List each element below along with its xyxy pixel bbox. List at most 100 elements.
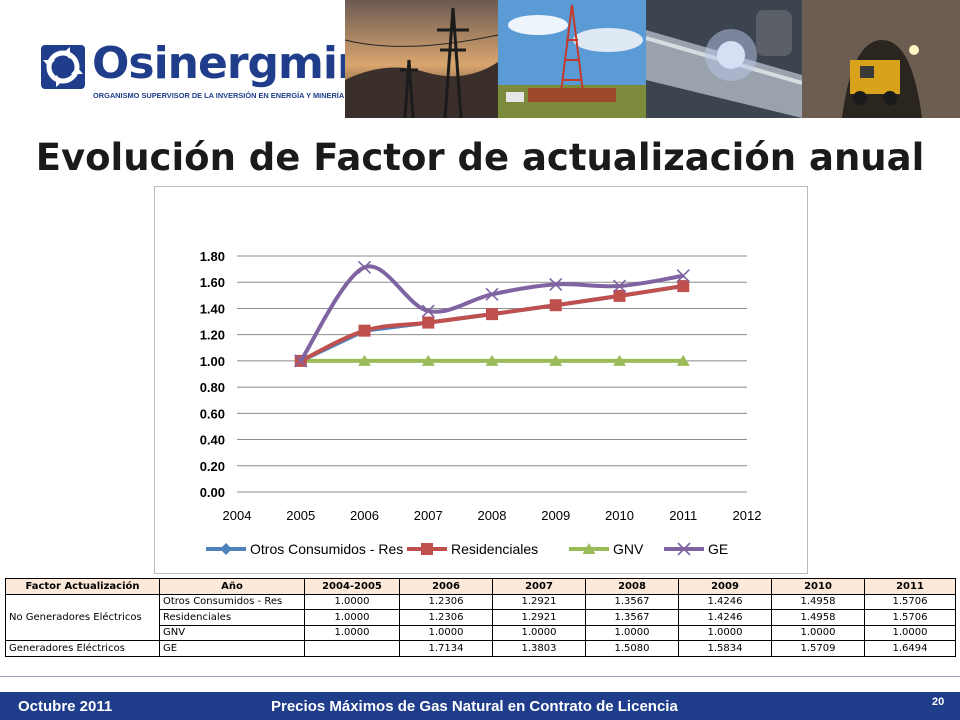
- table-cell: 1.3567: [585, 609, 679, 626]
- table-cell: 1.0000: [585, 624, 679, 641]
- table-cell: [304, 640, 400, 657]
- row-name: Residenciales: [159, 609, 305, 626]
- table-cell: 1.2921: [492, 609, 586, 626]
- legend-label: GNV: [613, 541, 644, 557]
- chart-grid: [237, 255, 747, 493]
- table-cell: 1.4246: [678, 609, 772, 626]
- table-cell: 1.4246: [678, 593, 772, 610]
- chart-legend: Otros Consumidos - Res Residenciales GNV GE: [206, 541, 728, 557]
- table-header: Año: [159, 578, 305, 595]
- table-header: 2009: [678, 578, 772, 595]
- table-row: No Generadores Eléctricos Otros Consumid…: [5, 593, 956, 641]
- y-tick-label: 0.20: [200, 459, 225, 474]
- footer-bar: Octubre 2011 Precios Máximos de Gas Natu…: [0, 692, 960, 720]
- legend-label: GE: [708, 541, 728, 557]
- footer-description: Precios Máximos de Gas Natural en Contra…: [271, 698, 678, 715]
- y-tick-label: 1.20: [200, 328, 225, 343]
- table-cell: 1.5706: [864, 609, 956, 626]
- series-gnv: [294, 354, 690, 366]
- legend-item: GE: [664, 541, 728, 557]
- x-axis-ticks: 2004 2005 2006 2007 2008 2009 2010 2011 2012: [223, 508, 762, 523]
- series-ge: [294, 260, 690, 368]
- data-point: [421, 354, 435, 366]
- legend-item: Otros Consumidos - Res: [206, 541, 403, 557]
- table-cell: 1.0000: [304, 624, 400, 641]
- x-tick-label: 2008: [478, 508, 507, 523]
- table-header: 2008: [585, 578, 679, 595]
- data-point: [358, 354, 371, 366]
- data-point: [358, 324, 371, 337]
- logo: Osinergmin ORGANISMO SUPERVISOR DE LA IN…: [0, 0, 368, 118]
- table-header: 2004-2005: [304, 578, 400, 595]
- data-point: [612, 279, 627, 293]
- data-point: [549, 277, 563, 291]
- logo-name: Osinergmin: [92, 38, 368, 89]
- line-chart: 0.00 0.20 0.40 0.60 0.80 1.00 1.20 1.40 1.60 1.80…: [200, 249, 762, 557]
- data-point: [294, 354, 308, 368]
- x-tick-label: 2009: [541, 508, 570, 523]
- osinergmin-logo-icon: [41, 45, 85, 89]
- row-name: GNV: [159, 624, 305, 641]
- footer-date: Octubre 2011: [18, 698, 113, 715]
- table-cell: 1.4958: [771, 593, 865, 610]
- table-cell: 1.0000: [399, 624, 493, 641]
- mining-tunnel-photo: [802, 0, 960, 118]
- table-cell: 1.0000: [864, 624, 956, 641]
- data-point: [486, 308, 498, 321]
- data-point: [422, 316, 435, 329]
- y-tick-label: 1.00: [200, 354, 225, 369]
- data-point: [549, 299, 562, 312]
- table-row: Generadores Eléctricos GE 1.7134 1.3803 …: [5, 640, 956, 657]
- y-tick-label: 1.80: [200, 249, 225, 264]
- table-row: Residenciales 1.0000 1.2306 1.2921 1.356…: [6, 609, 956, 626]
- table-header: 2011: [864, 578, 956, 595]
- slide-title: Evolución de Factor de actualización anu…: [35, 136, 925, 179]
- table-cell: 1.2306: [399, 609, 493, 626]
- table-header: 2006: [399, 578, 493, 595]
- row-name: Otros Consumidos - Res: [159, 593, 305, 610]
- y-tick-label: 1.60: [200, 275, 225, 290]
- data-point: [421, 304, 435, 318]
- legend-item: GNV: [569, 541, 644, 557]
- series-line: [299, 284, 684, 363]
- drilling-rig-photo: [498, 0, 646, 118]
- table-header: 2010: [771, 578, 865, 595]
- table-cell: 1.5706: [864, 593, 956, 610]
- table-header: 2007: [492, 578, 586, 595]
- table-header-row: Factor Actualización Año 2004-2005 2006 …: [5, 578, 956, 595]
- factor-table: Factor Actualización Año 2004-2005 2006 …: [5, 578, 956, 657]
- table-cell: 1.0000: [678, 624, 772, 641]
- table-cell: 1.3803: [492, 640, 586, 657]
- x-tick-label: 2012: [733, 508, 762, 523]
- logo-subtitle: ORGANISMO SUPERVISOR DE LA INVERSIÓN EN …: [93, 91, 345, 100]
- table-cell: 1.6494: [864, 640, 956, 657]
- data-point: [676, 269, 690, 283]
- legend-marker: [582, 543, 596, 554]
- table-cell: 1.2306: [399, 593, 493, 610]
- y-tick-label: 0.60: [200, 406, 225, 421]
- table-cell: 1.5834: [678, 640, 772, 657]
- x-tick-label: 2010: [605, 508, 634, 523]
- group-label: No Generadores Eléctricos: [5, 593, 160, 641]
- data-point: [549, 354, 563, 366]
- table-cell: 1.7134: [399, 640, 493, 657]
- y-tick-label: 0.80: [200, 380, 225, 395]
- footer-divider: [0, 676, 960, 677]
- data-point: [357, 260, 372, 274]
- power-towers-photo: [345, 0, 498, 118]
- legend-label: Residenciales: [451, 541, 538, 557]
- x-tick-label: 2011: [669, 508, 697, 523]
- table-cell: 1.4958: [771, 609, 865, 626]
- table-cell: 1.0000: [771, 624, 865, 641]
- data-point: [485, 287, 499, 301]
- table-cell: 1.3567: [585, 593, 679, 610]
- legend-item: Residenciales: [407, 541, 538, 557]
- page-number: 20: [932, 696, 945, 708]
- legend-marker: [421, 543, 433, 555]
- y-tick-label: 0.00: [200, 485, 225, 500]
- chart-series: [294, 260, 690, 368]
- x-tick-label: 2004: [223, 508, 252, 523]
- pipeline-welding-photo: [646, 0, 802, 118]
- y-axis-ticks: 0.00 0.20 0.40 0.60 0.80 1.00 1.20 1.40 1.60 1.80: [200, 249, 225, 500]
- data-point: [613, 354, 626, 366]
